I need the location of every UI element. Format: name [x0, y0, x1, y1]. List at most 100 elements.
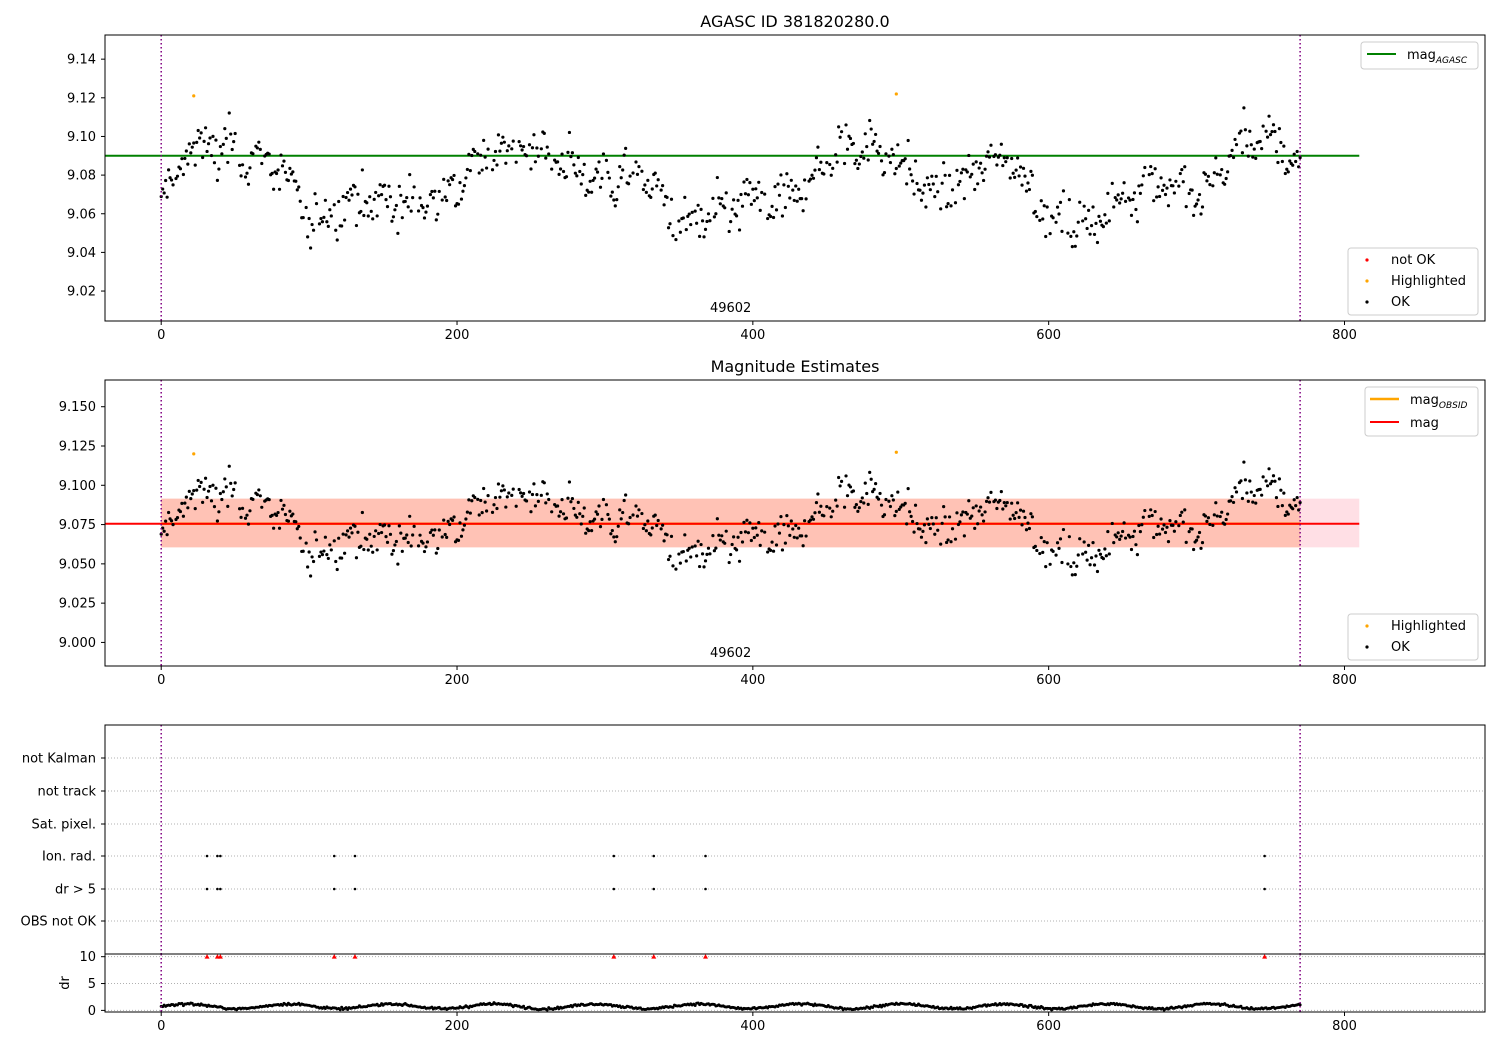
ok-point — [1075, 234, 1079, 238]
ok-point — [440, 198, 444, 202]
ok-point — [217, 167, 221, 171]
dr-capped-marker — [217, 954, 223, 959]
ok-point — [1174, 179, 1178, 183]
ok-point — [354, 223, 359, 228]
ok-point — [412, 524, 416, 528]
ok-point — [464, 517, 468, 521]
ok-point — [1075, 564, 1079, 568]
ok-point — [430, 189, 434, 194]
flag-points — [205, 854, 1266, 891]
ok-point — [908, 167, 912, 171]
ok-point — [169, 178, 174, 182]
ok-point — [1157, 194, 1162, 199]
ok-point — [785, 513, 789, 518]
ok-point — [1177, 184, 1181, 188]
ok-point — [1224, 176, 1228, 181]
ok-point — [1233, 486, 1237, 490]
ok-point — [584, 193, 588, 197]
ok-point — [1121, 529, 1125, 534]
dr-x-axis: 0 200 400 600 800 — [157, 1012, 1357, 1034]
ok-point — [233, 131, 237, 136]
ok-point — [550, 510, 554, 514]
ok-point — [1192, 547, 1196, 552]
ok-point — [1168, 178, 1172, 182]
ok-point — [745, 177, 749, 182]
ok-point — [666, 557, 671, 562]
ok-point — [499, 141, 503, 145]
ok-point — [763, 192, 767, 196]
ok-point — [690, 210, 694, 214]
ok-point — [498, 149, 502, 153]
ok-point — [822, 172, 826, 176]
ok-point — [465, 167, 469, 172]
ok-point — [1265, 135, 1270, 139]
ok-point — [1291, 163, 1295, 167]
ok-point — [480, 511, 484, 515]
ok-point — [492, 503, 496, 507]
ok-point — [314, 538, 319, 542]
ok-point — [687, 546, 691, 550]
ok-point — [934, 174, 938, 178]
ok-point — [1107, 552, 1111, 556]
magnitude-legend-upper: magOBSID mag — [1364, 386, 1479, 437]
dr-point — [545, 1008, 549, 1012]
ok-point — [276, 510, 280, 515]
ok-point — [1091, 541, 1095, 545]
ok-point — [734, 214, 739, 218]
ok-point — [308, 246, 313, 250]
ok-point — [816, 145, 820, 149]
ok-point — [601, 497, 606, 502]
ok-point — [446, 179, 450, 183]
ok-point — [699, 542, 703, 547]
ok-point — [260, 161, 264, 166]
ok-point — [1001, 507, 1005, 511]
ok-point — [1042, 204, 1046, 208]
ok-point — [1172, 529, 1176, 533]
ok-point — [1137, 184, 1141, 188]
x-tick-label: 400 — [740, 328, 765, 343]
ok-point — [529, 510, 533, 514]
ok-point — [545, 492, 549, 496]
ok-point — [776, 522, 780, 526]
ok-point — [1194, 538, 1199, 542]
ok-point — [246, 522, 251, 526]
dr-capped-marker — [611, 954, 617, 959]
ok-point — [743, 192, 748, 196]
ok-point — [1157, 532, 1162, 536]
ok-point — [595, 170, 600, 174]
ok-point — [751, 187, 755, 191]
ok-point — [406, 540, 410, 545]
legend-upper-box — [1360, 41, 1479, 70]
ok-point — [876, 151, 881, 156]
ok-point — [341, 194, 345, 199]
ok-point — [1048, 562, 1052, 566]
ok-point — [628, 515, 632, 520]
ok-point — [507, 144, 511, 148]
ok-point — [795, 536, 799, 540]
ok-point — [1113, 195, 1117, 200]
dr-axes-frame — [104, 953, 1486, 1013]
ok-point — [1248, 129, 1252, 133]
ok-point — [776, 182, 780, 186]
ok-point — [169, 519, 174, 523]
ok-point — [1020, 183, 1024, 187]
ok-point — [703, 559, 708, 563]
ok-point — [1030, 173, 1034, 177]
ok-point — [618, 508, 622, 512]
ok-point — [1295, 149, 1299, 154]
ok-point — [989, 143, 993, 147]
ok-point — [1069, 234, 1073, 238]
ok-point — [251, 152, 255, 156]
ok-point — [903, 501, 907, 506]
ok-point — [294, 520, 298, 524]
ok-point — [800, 197, 804, 201]
ok-point — [693, 209, 697, 213]
ok-point — [1181, 520, 1185, 524]
ok-point — [1076, 553, 1080, 557]
ok-point — [646, 519, 650, 523]
ok-point — [362, 213, 366, 218]
ok-point — [1184, 205, 1188, 209]
ok-point — [732, 198, 736, 202]
ok-point — [501, 135, 505, 139]
ok-point — [405, 533, 409, 537]
